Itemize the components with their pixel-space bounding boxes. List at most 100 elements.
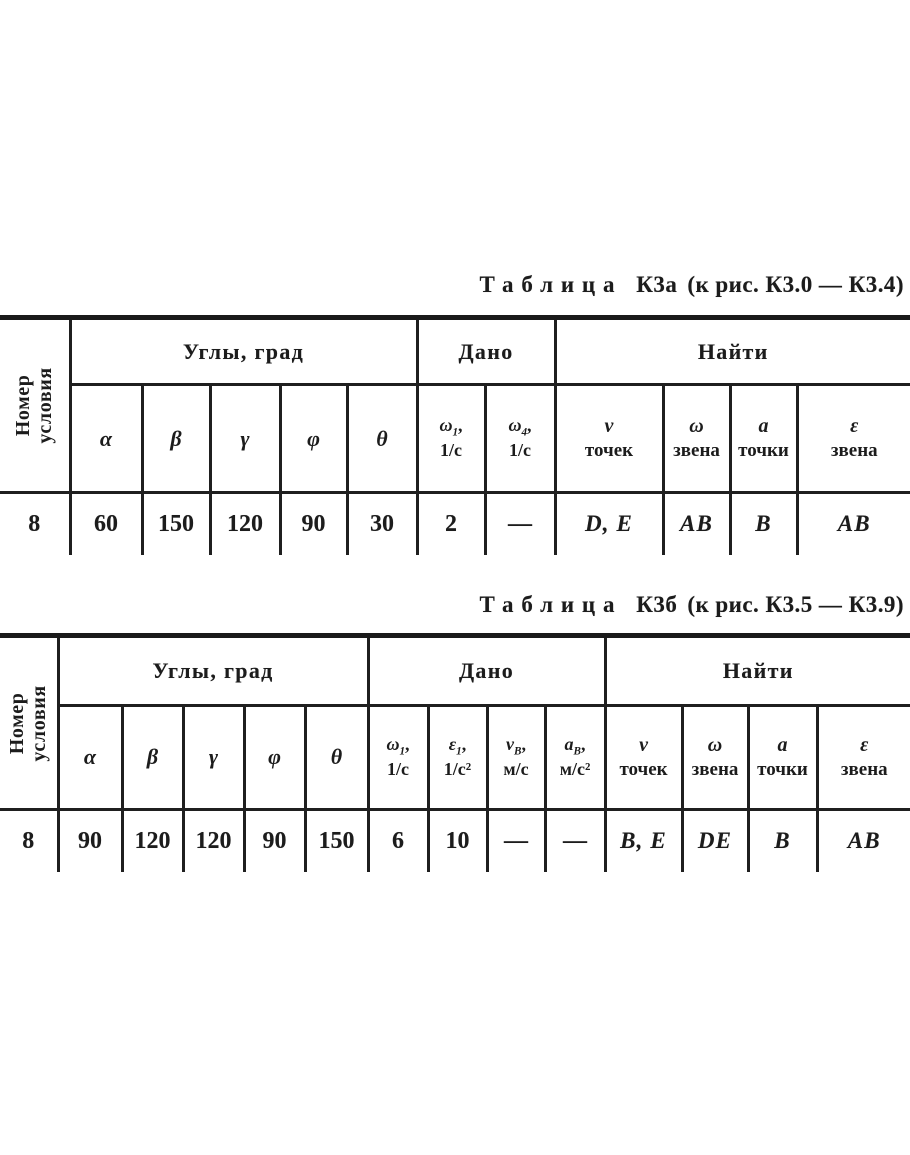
epsilon-symbol: ε (860, 734, 869, 757)
eps1-subscript: 1 (456, 745, 462, 758)
table-a-cell-phi: 90 (278, 491, 349, 555)
omega4-comma: , (527, 415, 532, 436)
vB-unit: м/с (503, 759, 529, 780)
table-a-col-omega4: ω4, 1/с (483, 383, 557, 494)
table-a-col-beta: β (140, 383, 212, 494)
table-b-col-theta: θ (303, 703, 370, 812)
table-b-cell-omega-link: DE (680, 808, 750, 872)
omega-word: звена (673, 440, 720, 462)
table-b-row-number-label: Номер условия (6, 685, 51, 761)
table-b-cell-phi: 90 (242, 808, 307, 872)
table-b-group-dano: Дано (366, 633, 607, 707)
table-b-cell-vB: — (485, 808, 547, 872)
table-b-title: Таблица К3б (к рис. К3.5 — К3.9) (479, 592, 904, 618)
table-b-col-aB: aB, м/с² (543, 703, 607, 812)
a-word: точки (757, 759, 808, 781)
table-a-col-phi: φ (278, 383, 349, 494)
table-a-col-alpha: α (68, 383, 144, 494)
table-a-group-naiti: Найти (553, 315, 910, 386)
table-a-col-omega1: ω1, 1/с (415, 383, 487, 494)
table-b-cell-beta: 120 (120, 808, 185, 872)
table-b-col-phi: φ (242, 703, 307, 812)
table-b-col-eps-link: ε звена (815, 703, 910, 812)
omega4-symbol: ω (508, 415, 522, 436)
table-a-cell-a-point: B (728, 491, 799, 555)
table-a-title-code: К3а (636, 272, 678, 297)
aB-unit: м/с² (559, 759, 591, 780)
epsilon-word: звена (830, 440, 878, 462)
table-b-cell-num: 8 (0, 808, 60, 872)
table-a-col-gamma: γ (208, 383, 282, 494)
omega4-subscript: 4 (521, 426, 528, 439)
aB-comma: , (580, 734, 586, 755)
table-b-cell-aB: — (543, 808, 607, 872)
table-a-col-a-point: a точки (728, 383, 799, 494)
table-b: Номер условия Углы, град Дано Найти α β … (0, 633, 910, 872)
corner-line1: Номер (5, 692, 28, 754)
omega-symbol: ω (707, 734, 723, 757)
table-a-col-eps-link: ε звена (795, 383, 910, 494)
table-a-title: Таблица К3а (к рис. К3.0 — К3.4) (479, 272, 904, 298)
eps1-comma: , (461, 734, 467, 755)
eps1-unit: 1/с² (443, 759, 472, 780)
omega1-subscript: 1 (399, 745, 406, 758)
vB-symbol: v (506, 734, 515, 755)
table-b-cell-a-point: B (746, 808, 819, 872)
table-b-group-naiti: Найти (603, 633, 910, 707)
vB-comma: , (521, 734, 526, 755)
table-a-corner-box: Номер условия (0, 321, 69, 491)
vB-subscript: B (514, 745, 522, 758)
table-a: Номер условия Углы, град Дано Найти α β … (0, 315, 910, 555)
v-word: точек (619, 759, 668, 781)
table-b-cell-alpha: 90 (56, 808, 124, 872)
omega1-comma: , (405, 734, 410, 755)
table-a-cell-v-points: D, E (553, 491, 665, 555)
table-a-col-v-points: v точек (553, 383, 665, 494)
table-b-cell-eps-link: AB (815, 808, 910, 872)
table-a-cell-gamma: 120 (208, 491, 282, 555)
table-a-title-word: Таблица (479, 272, 623, 297)
table-b-col-omega1: ω1, 1/с (366, 703, 430, 812)
corner-line2: условия (34, 367, 57, 444)
a-symbol: a (777, 734, 788, 757)
table-b-group-angles: Углы, град (56, 633, 370, 707)
v-symbol: v (639, 734, 648, 757)
table-b-cell-v-points: B, E (603, 808, 684, 872)
epsilon-word: звена (840, 759, 888, 781)
table-b-cell-omega1: 6 (366, 808, 430, 872)
table-a-cell-omega-link: AB (661, 491, 732, 555)
table-b-cell-eps1: 10 (426, 808, 489, 872)
v-symbol: v (604, 415, 614, 438)
omega4-unit: 1/с (509, 440, 531, 461)
omega1-unit: 1/с (387, 759, 409, 780)
table-b-col-a-point: a точки (746, 703, 819, 812)
table-a-col-theta: θ (345, 383, 419, 494)
omega1-symbol: ω (386, 734, 400, 755)
table-b-title-ref: (к рис. К3.5 — К3.9) (687, 592, 904, 617)
omega1-unit: 1/с (440, 440, 462, 461)
table-b-title-code: К3б (636, 592, 678, 617)
table-b-corner-header: Номер условия (0, 633, 60, 811)
aB-symbol: a (564, 734, 574, 755)
omega-word: звена (691, 759, 739, 781)
table-b-cell-theta: 150 (303, 808, 370, 872)
a-symbol: a (758, 415, 769, 438)
table-a-cell-eps-link: AB (795, 491, 910, 555)
table-b-col-eps1: ε1, 1/с² (426, 703, 489, 812)
table-b-cell-gamma: 120 (181, 808, 246, 872)
table-a-cell-num: 8 (0, 491, 72, 555)
omega-symbol: ω (689, 415, 704, 438)
table-a-title-ref: (к рис. К3.0 — К3.4) (687, 272, 904, 297)
eps1-symbol: ε (448, 734, 457, 755)
corner-line2: условия (28, 684, 51, 762)
table-b-col-gamma: γ (181, 703, 246, 812)
corner-line1: Номер (11, 374, 34, 437)
table-b-col-v-points: v точек (603, 703, 684, 812)
table-a-cell-omega1: 2 (415, 491, 487, 555)
table-a-group-angles: Углы, град (68, 315, 419, 386)
table-b-col-omega-link: ω звена (680, 703, 750, 812)
table-a-cell-beta: 150 (140, 491, 212, 555)
omega1-symbol: ω (439, 415, 453, 436)
table-b-col-vB: vB, м/с (485, 703, 547, 812)
